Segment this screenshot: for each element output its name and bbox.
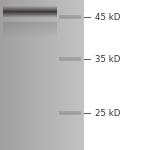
Text: 45 kD: 45 kD [95, 13, 121, 22]
Text: 25 kD: 25 kD [95, 109, 121, 118]
Text: 35 kD: 35 kD [95, 55, 121, 64]
